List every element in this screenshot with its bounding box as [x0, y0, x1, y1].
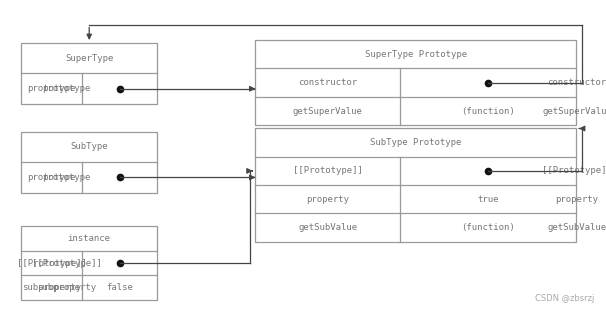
Text: [[Prototype]]: [[Prototype]]: [293, 166, 362, 175]
Text: getSuperValue: getSuperValue: [293, 107, 362, 116]
Bar: [256, 40, 576, 125]
Text: prototype: prototype: [27, 173, 76, 182]
Text: instance: instance: [68, 234, 111, 243]
Text: [[Prototype]]: [[Prototype]]: [542, 166, 606, 175]
Text: SubType: SubType: [70, 142, 108, 151]
Bar: [21, 43, 158, 104]
Text: SuperType Prototype: SuperType Prototype: [365, 50, 467, 59]
Text: getSubValue: getSubValue: [298, 223, 357, 232]
Bar: [256, 129, 576, 241]
Text: [[Prototype]]: [[Prototype]]: [17, 259, 87, 267]
Text: false: false: [107, 283, 133, 292]
Text: CSDN @zbsrzj: CSDN @zbsrzj: [534, 294, 594, 303]
Text: true: true: [478, 195, 499, 204]
Text: SuperType: SuperType: [65, 54, 113, 63]
Text: subproperty: subproperty: [22, 283, 81, 292]
Text: subproperty: subproperty: [37, 283, 96, 292]
Text: constructor: constructor: [547, 78, 606, 87]
Text: prototype: prototype: [42, 84, 91, 93]
Text: prototype: prototype: [42, 173, 91, 182]
Text: SubType Prototype: SubType Prototype: [370, 138, 462, 147]
Text: [[Prototype]]: [[Prototype]]: [32, 259, 101, 267]
Text: constructor: constructor: [298, 78, 357, 87]
Bar: [21, 226, 158, 300]
Text: property: property: [306, 195, 349, 204]
Bar: [21, 132, 158, 193]
Text: (function): (function): [461, 107, 515, 116]
Text: getSuperValue: getSuperValue: [542, 107, 606, 116]
Text: getSubValue: getSubValue: [547, 223, 606, 232]
Text: property: property: [556, 195, 599, 204]
Text: prototype: prototype: [27, 84, 76, 93]
Text: (function): (function): [461, 223, 515, 232]
